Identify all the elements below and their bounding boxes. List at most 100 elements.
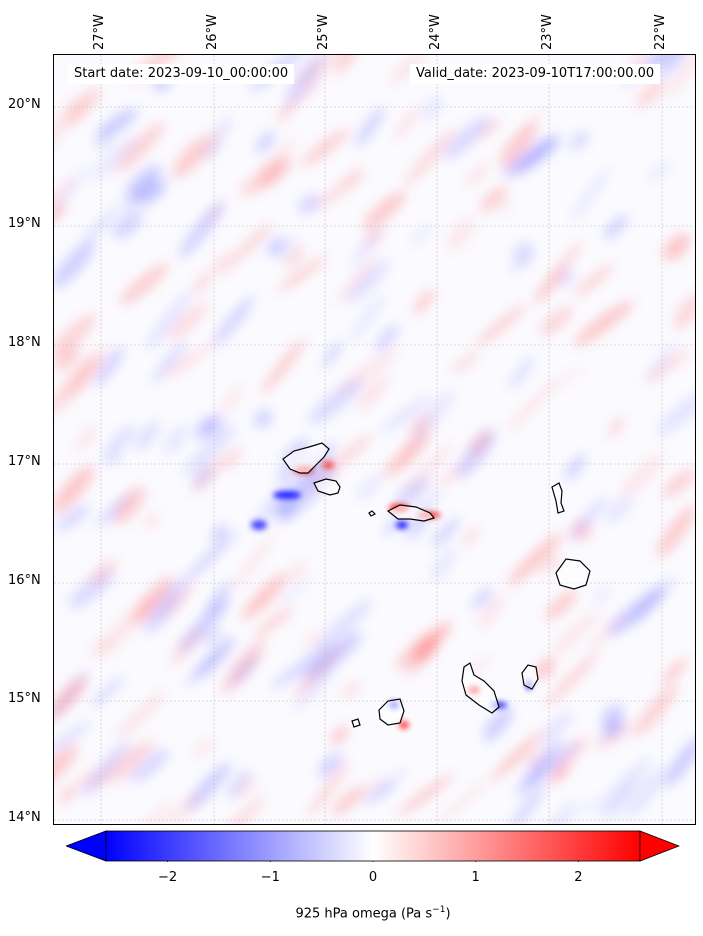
colorbar-label: 925 hPa omega (Pa s−1) xyxy=(295,905,451,922)
rising-omega-streak xyxy=(59,785,76,805)
rising-omega-streak xyxy=(74,424,99,453)
sinking-omega-streak xyxy=(182,424,238,476)
rising-omega-streak xyxy=(577,524,594,543)
rising-omega-streak xyxy=(499,123,538,170)
sinking-omega-streak xyxy=(509,252,535,273)
rising-omega-streak xyxy=(550,610,599,657)
rising-omega-streak xyxy=(54,744,79,793)
rising-omega-streak xyxy=(466,162,489,185)
latitude-label: 15°N xyxy=(8,691,41,706)
rising-omega-streak xyxy=(534,657,555,680)
latitude-label: 14°N xyxy=(8,810,41,825)
sinking-omega-streak xyxy=(130,748,170,783)
sinking-omega-streak xyxy=(275,236,296,261)
rising-omega-streak xyxy=(434,776,493,824)
sinking-omega-streak xyxy=(89,135,140,181)
rising-omega-streak xyxy=(92,742,147,788)
rising-omega-streak xyxy=(335,55,359,75)
rising-omega-streak xyxy=(657,505,695,558)
rising-omega-streak xyxy=(326,433,374,474)
sinking-omega-streak xyxy=(134,179,166,206)
longitude-label: 27°W xyxy=(92,14,107,50)
sinking-omega-streak xyxy=(298,194,320,214)
sinking-omega-streak xyxy=(431,517,461,548)
rising-omega-streak xyxy=(383,430,431,478)
omega-hotspot xyxy=(396,521,408,529)
sinking-omega-streak xyxy=(318,752,342,777)
sinking-omega-streak xyxy=(443,115,490,160)
rising-omega-streak xyxy=(635,80,666,107)
sinking-omega-streak xyxy=(558,268,576,286)
sinking-omega-streak xyxy=(374,324,400,352)
sinking-omega-streak xyxy=(601,704,624,728)
rising-omega-streak xyxy=(402,441,453,497)
sinking-omega-streak xyxy=(623,767,667,819)
rising-omega-streak xyxy=(573,300,634,346)
omega-map xyxy=(53,54,696,825)
rising-omega-streak xyxy=(221,638,266,695)
rising-omega-streak xyxy=(389,55,426,84)
omega-hotspot xyxy=(322,461,334,469)
omega-hotspot xyxy=(273,491,301,499)
rising-omega-streak xyxy=(644,348,691,384)
island-coastline xyxy=(378,698,405,726)
rising-omega-streak xyxy=(369,774,384,793)
valid-date-label: Valid_date: 2023-09-10T17:00:00.00 xyxy=(410,64,661,84)
sinking-omega-streak xyxy=(604,495,634,524)
rising-omega-streak xyxy=(663,657,688,684)
rising-omega-streak xyxy=(666,55,695,98)
sinking-omega-streak xyxy=(135,420,160,452)
rising-omega-streak xyxy=(275,79,322,119)
rising-omega-streak xyxy=(573,263,615,298)
rising-omega-streak xyxy=(539,554,563,575)
rising-omega-streak xyxy=(312,172,365,210)
rising-omega-streak xyxy=(341,681,361,699)
rising-omega-streak xyxy=(168,792,202,824)
sinking-omega-streak xyxy=(578,797,601,816)
latitude-label: 17°N xyxy=(8,454,41,469)
rising-omega-streak xyxy=(342,166,364,184)
island-coastline xyxy=(521,664,539,690)
rising-omega-streak xyxy=(54,178,75,213)
rising-omega-streak xyxy=(331,785,367,817)
sinking-omega-streak xyxy=(212,296,255,346)
rising-omega-streak xyxy=(446,217,475,252)
rising-omega-streak xyxy=(288,560,308,581)
rising-omega-streak xyxy=(413,288,435,315)
rising-omega-streak xyxy=(54,465,95,514)
rising-omega-streak xyxy=(468,428,493,458)
rising-omega-streak xyxy=(673,293,695,330)
rising-omega-streak xyxy=(177,128,224,174)
rising-omega-streak xyxy=(330,726,349,745)
sinking-omega-streak xyxy=(471,587,493,609)
rising-omega-streak xyxy=(608,416,625,438)
rising-omega-streak xyxy=(66,86,101,125)
sinking-omega-streak xyxy=(543,801,578,824)
rising-omega-streak xyxy=(101,594,157,652)
sinking-omega-streak xyxy=(570,167,610,223)
rising-omega-streak xyxy=(545,589,577,620)
rising-omega-streak xyxy=(119,262,169,306)
colorbar-tick-label: −1 xyxy=(260,870,280,885)
sinking-omega-streak xyxy=(564,453,587,481)
rising-omega-streak xyxy=(74,769,98,789)
sinking-omega-streak xyxy=(664,735,695,787)
sinking-omega-streak xyxy=(205,580,232,617)
rising-omega-streak xyxy=(54,201,66,223)
sinking-omega-streak xyxy=(658,55,692,82)
sinking-omega-streak xyxy=(603,779,636,824)
rising-omega-streak xyxy=(221,795,266,824)
rising-omega-streak xyxy=(222,446,243,470)
rising-omega-streak xyxy=(404,127,457,187)
sinking-omega-streak xyxy=(125,164,162,198)
sinking-omega-streak xyxy=(151,340,188,384)
sinking-omega-streak xyxy=(94,345,125,387)
sinking-omega-streak xyxy=(279,437,310,461)
sinking-omega-streak xyxy=(516,738,561,797)
sinking-omega-streak xyxy=(144,578,186,635)
island-coastline xyxy=(282,442,330,474)
sinking-omega-streak xyxy=(527,740,579,788)
rising-omega-streak xyxy=(248,135,297,198)
rising-omega-streak xyxy=(477,118,501,139)
longitude-label: 23°W xyxy=(540,14,555,50)
